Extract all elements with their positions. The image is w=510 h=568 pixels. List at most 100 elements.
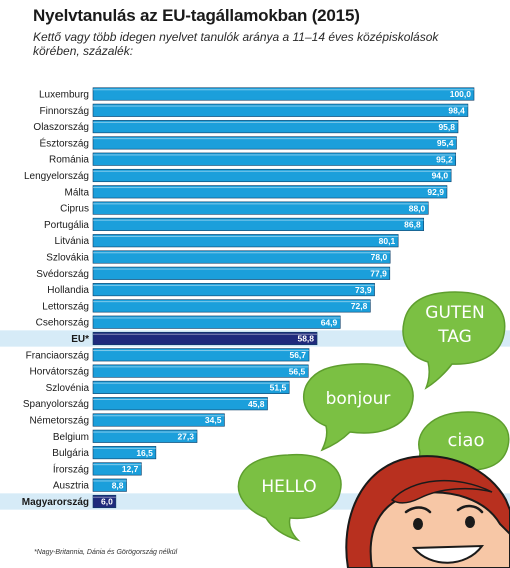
- value-label-hollandia: 73,9: [355, 285, 372, 295]
- category-label-eu: EU*: [71, 334, 89, 345]
- bar-shine-malta: [93, 187, 447, 189]
- bubble-text-tag: TAG: [437, 327, 472, 347]
- value-label-finnorszag: 98,4: [448, 106, 465, 116]
- bar-series: Luxemburg 100,0 Finnország 98,4 Olaszország 9…: [22, 87, 475, 509]
- bar-shine-ciprus: [93, 203, 429, 205]
- bar-olaszorszag: [92, 120, 459, 134]
- bar-shine-szlovakia: [93, 252, 391, 254]
- value-label-nemetorszag: 34,5: [205, 415, 222, 425]
- value-label-romania: 95,2: [436, 154, 453, 164]
- chart-footnote: *Nagy-Britannia, Dánia és Görögország né…: [34, 549, 178, 556]
- bar-shine-eu: [93, 333, 318, 335]
- value-label-franciaorszag: 56,7: [289, 350, 306, 360]
- category-label-szlovakia: Szlovákia: [46, 253, 89, 264]
- category-label-magyarorszag: Magyarország: [22, 497, 89, 508]
- value-label-belgium: 27,3: [177, 432, 194, 442]
- chart-title: Nyelvtanulás az EU-tagállamokban (2015): [33, 6, 360, 25]
- category-label-franciaorszag: Franciaország: [26, 350, 89, 361]
- category-label-nemetorszag: Németország: [30, 416, 89, 427]
- bar-shine-litvania: [93, 235, 399, 237]
- value-label-eu: 58,8: [297, 334, 314, 344]
- bar-shine-svedorszag: [93, 268, 390, 270]
- bubble-text-hello: HELLO: [261, 477, 316, 497]
- bar-shine-lengyelorszag: [93, 170, 452, 172]
- illustration: GUTEN TAG bonjour ciao HELLO: [237, 291, 510, 568]
- bar-shine-portugalia: [93, 219, 424, 221]
- bar-shine-irorszag: [93, 464, 142, 466]
- bar-shine-csehorszag: [93, 317, 341, 319]
- value-label-bulgaria: 16,5: [136, 448, 153, 458]
- bar-szlovenia: [92, 380, 290, 394]
- value-label-ausztria: 8,8: [112, 480, 124, 490]
- category-label-lettorszag: Lettország: [42, 301, 89, 312]
- value-label-horvatorszag: 56,5: [289, 366, 306, 376]
- category-label-lengyelorszag: Lengyelország: [24, 171, 89, 182]
- left-eyebrow: [404, 506, 432, 514]
- bar-shine-olaszorszag: [93, 121, 458, 123]
- right-eyebrow: [456, 504, 484, 514]
- category-label-belgium: Belgium: [53, 432, 89, 443]
- bar-eu: [92, 331, 318, 346]
- bar-malta: [92, 185, 448, 199]
- bar-shine-luxemburg: [93, 89, 474, 91]
- category-label-irorszag: Írország: [53, 462, 89, 475]
- category-label-olaszorszag: Olaszország: [33, 122, 89, 133]
- bar-irorszag: [92, 462, 142, 476]
- value-label-olaszorszag: 95,8: [438, 122, 455, 132]
- value-label-svedorszag: 77,9: [370, 269, 387, 279]
- girl-face-illustration: [345, 455, 510, 568]
- category-label-malta: Málta: [65, 187, 90, 198]
- bar-svedorszag: [92, 266, 391, 280]
- bar-shine-spanyolorszag: [93, 398, 268, 400]
- category-label-svedorszag: Svédország: [36, 269, 89, 280]
- speech-bubble-guten-tag: GUTEN TAG: [402, 291, 506, 390]
- value-label-magyarorszag: 6,0: [101, 497, 113, 507]
- bar-franciaorszag: [92, 348, 310, 362]
- bar-belgium: [92, 429, 198, 443]
- bar-ciprus: [92, 201, 429, 215]
- category-label-litvania: Litvánia: [55, 236, 90, 247]
- bar-shine-esztorszag: [93, 138, 457, 140]
- bar-shine-belgium: [93, 431, 198, 433]
- category-label-finnorszag: Finnország: [40, 106, 89, 117]
- speech-bubble-hello: HELLO: [237, 453, 342, 542]
- value-label-csehorszag: 64,9: [321, 317, 338, 327]
- bar-finnorszag: [92, 103, 469, 117]
- bubble-text-bonjour: bonjour: [326, 389, 391, 409]
- bar-hollandia: [92, 283, 375, 297]
- value-label-szlovenia: 51,5: [270, 383, 287, 393]
- category-label-ciprus: Ciprus: [60, 204, 89, 215]
- bar-csehorszag: [92, 315, 341, 329]
- category-label-ausztria: Ausztria: [53, 481, 90, 492]
- value-label-ciprus: 88,0: [409, 203, 426, 213]
- bar-shine-horvatorszag: [93, 366, 309, 368]
- bar-lengyelorszag: [92, 168, 452, 183]
- bar-portugalia: [92, 217, 425, 231]
- value-label-malta: 92,9: [427, 187, 444, 197]
- bar-luxemburg: [92, 87, 475, 101]
- value-label-portugalia: 86,8: [404, 220, 421, 230]
- bar-szlovakia: [92, 250, 391, 264]
- category-label-esztorszag: Észtország: [40, 136, 89, 149]
- bar-shine-hollandia: [93, 284, 375, 286]
- category-label-romania: Románia: [49, 155, 89, 166]
- bar-litvania: [92, 234, 399, 248]
- bubble-text-guten: GUTEN: [425, 303, 484, 323]
- bar-lettorszag: [92, 299, 371, 313]
- value-label-litvania: 80,1: [379, 236, 396, 246]
- bar-bulgaria: [92, 446, 157, 460]
- value-label-spanyolorszag: 45,8: [248, 399, 265, 409]
- bubble-text-ciao: ciao: [448, 430, 485, 451]
- bar-spanyolorszag: [92, 397, 268, 411]
- bar-magyarorszag: [92, 494, 117, 509]
- category-label-horvatorszag: Horvátország: [30, 367, 89, 378]
- bar-ausztria: [92, 478, 127, 492]
- category-label-szlovenia: Szlovénia: [46, 383, 90, 394]
- category-label-luxemburg: Luxemburg: [39, 90, 89, 101]
- bar-shine-nemetorszag: [93, 415, 225, 417]
- category-label-bulgaria: Bulgária: [52, 448, 89, 459]
- bar-romania: [92, 152, 457, 166]
- value-label-lengyelorszag: 94,0: [432, 171, 449, 181]
- category-label-portugalia: Portugália: [44, 220, 89, 231]
